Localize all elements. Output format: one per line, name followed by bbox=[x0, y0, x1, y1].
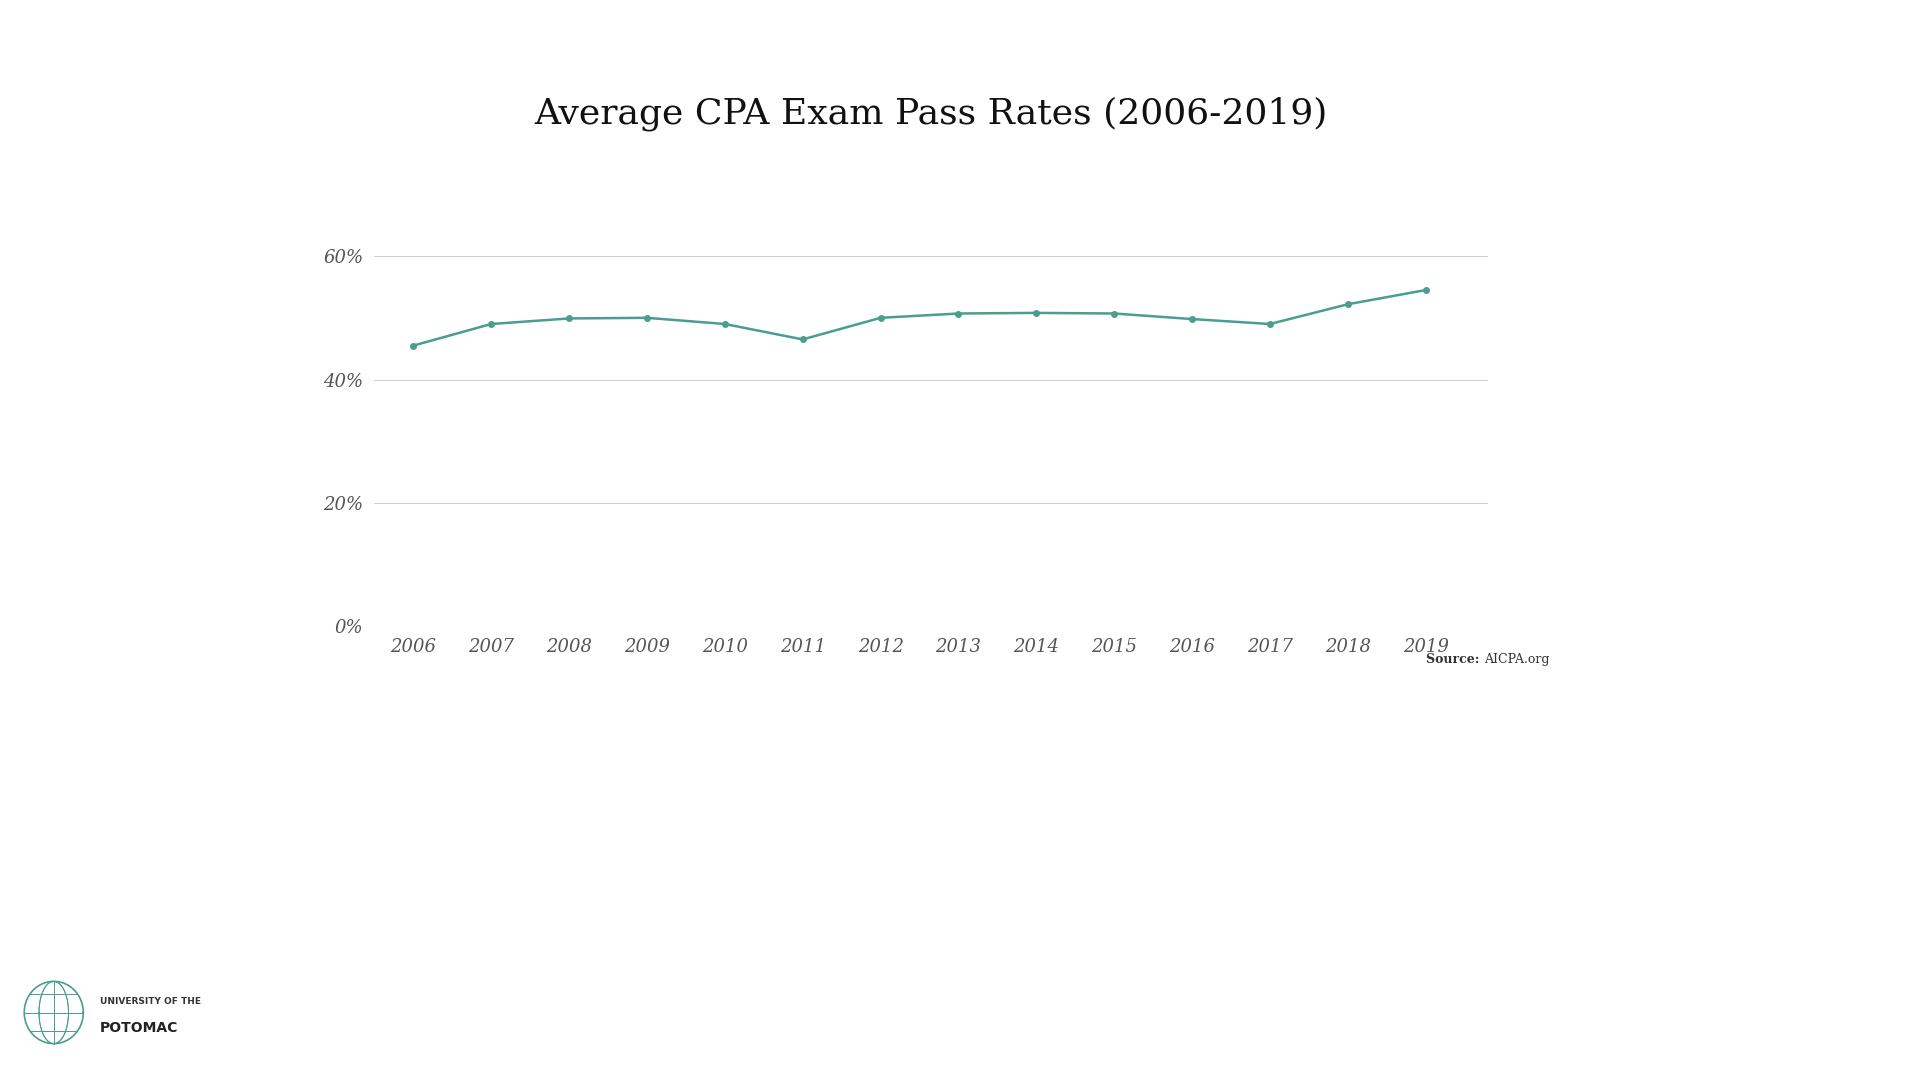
Text: Source:: Source: bbox=[1427, 653, 1484, 666]
Text: UNIVERSITY OF THE: UNIVERSITY OF THE bbox=[100, 997, 202, 1005]
Text: POTOMAC: POTOMAC bbox=[100, 1022, 179, 1035]
Text: AICPA.org: AICPA.org bbox=[1484, 653, 1549, 666]
Text: Average CPA Exam Pass Rates (2006-2019): Average CPA Exam Pass Rates (2006-2019) bbox=[534, 96, 1329, 131]
